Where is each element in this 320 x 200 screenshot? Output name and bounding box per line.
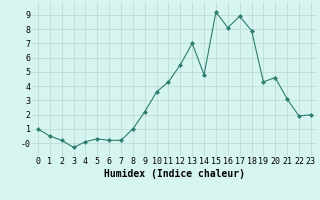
X-axis label: Humidex (Indice chaleur): Humidex (Indice chaleur) (104, 169, 245, 179)
